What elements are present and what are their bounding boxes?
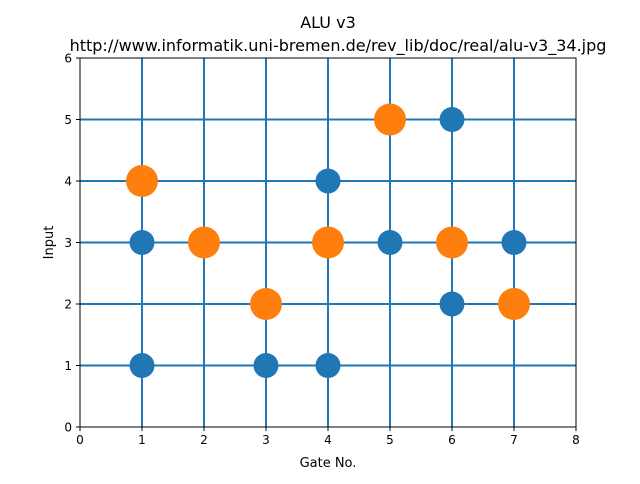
data-point [439, 107, 465, 132]
x-axis-label: Gate No. [300, 456, 357, 471]
x-tick-label: 5 [386, 433, 394, 447]
x-tick-label: 1 [138, 433, 146, 447]
data-point [253, 353, 279, 378]
data-point [374, 103, 406, 136]
x-tick-label: 8 [572, 433, 580, 447]
y-axis-ticks: 0 1 2 3 4 5 6 [64, 52, 80, 435]
y-tick-label: 4 [64, 175, 72, 189]
data-point [439, 291, 465, 317]
data-point [436, 226, 468, 259]
data-point [498, 288, 530, 320]
data-point [315, 168, 341, 194]
x-tick-label: 2 [200, 433, 208, 447]
y-tick-label: 1 [64, 359, 72, 373]
data-points [126, 103, 530, 378]
y-tick-label: 2 [64, 298, 72, 312]
data-point [129, 353, 155, 378]
y-axis-label: Input [42, 226, 57, 260]
y-tick-label: 3 [64, 236, 72, 250]
y-tick-label: 6 [64, 52, 72, 66]
data-point [312, 226, 344, 259]
x-tick-label: 6 [448, 433, 456, 447]
y-tick-label: 5 [64, 113, 72, 127]
chart-subtitle: http://www.informatik.uni-bremen.de/rev_… [70, 36, 607, 56]
x-tick-label: 0 [76, 433, 84, 447]
data-point [126, 165, 158, 197]
data-point [188, 226, 220, 259]
x-axis-ticks: 0 1 2 3 4 5 6 7 8 [76, 427, 580, 447]
x-tick-label: 7 [510, 433, 518, 447]
data-point [315, 353, 341, 378]
x-tick-label: 4 [324, 433, 332, 447]
data-point [377, 230, 403, 255]
y-tick-label: 0 [64, 421, 72, 435]
data-point [501, 230, 527, 255]
data-point [129, 230, 155, 255]
chart-title: ALU v3 [300, 13, 356, 32]
x-tick-label: 3 [262, 433, 270, 447]
data-point [250, 288, 282, 320]
